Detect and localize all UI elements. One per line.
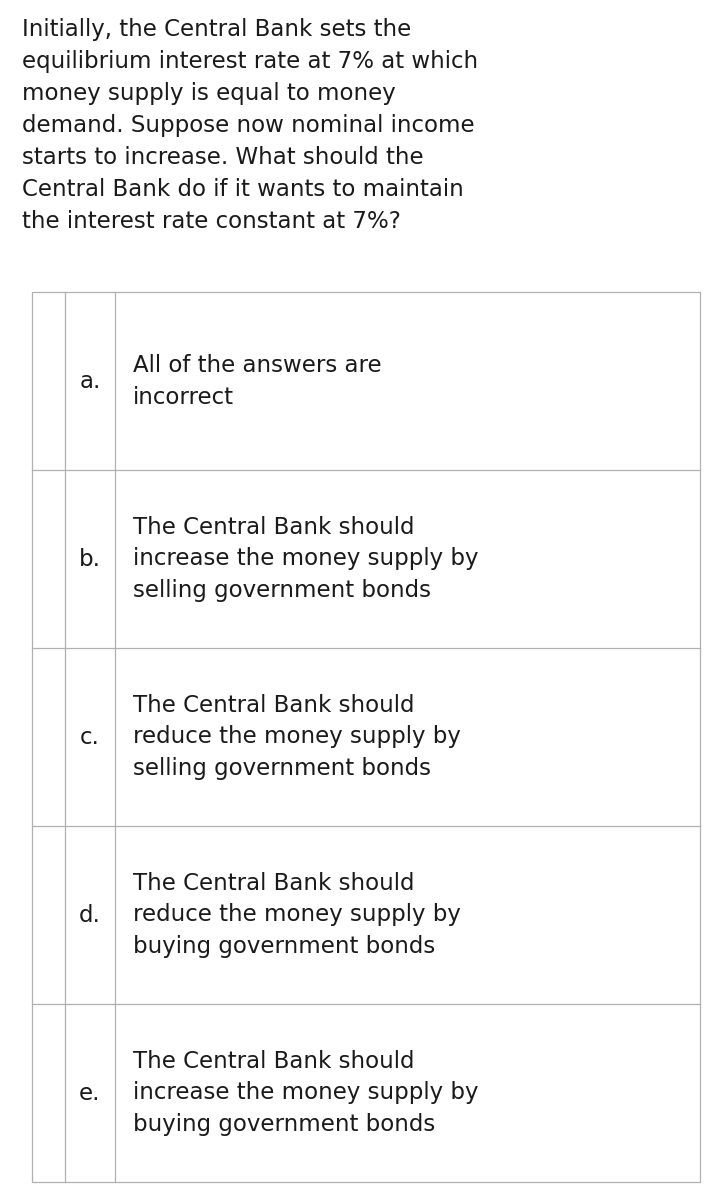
Text: e.: e. <box>79 1081 101 1104</box>
Bar <box>32 292 700 1182</box>
Text: c.: c. <box>80 726 100 749</box>
Text: b.: b. <box>79 547 101 570</box>
Text: d.: d. <box>79 904 101 926</box>
Text: The Central Bank should
reduce the money supply by
selling government bonds: The Central Bank should reduce the money… <box>133 694 461 780</box>
Text: The Central Bank should
reduce the money supply by
buying government bonds: The Central Bank should reduce the money… <box>133 871 461 959</box>
Text: a.: a. <box>79 370 101 392</box>
Text: All of the answers are
incorrect: All of the answers are incorrect <box>133 354 381 408</box>
Text: The Central Bank should
increase the money supply by
buying government bonds: The Central Bank should increase the mon… <box>133 1050 478 1136</box>
Text: The Central Bank should
increase the money supply by
selling government bonds: The Central Bank should increase the mon… <box>133 516 478 602</box>
Text: Initially, the Central Bank sets the
equilibrium interest rate at 7% at which
mo: Initially, the Central Bank sets the equ… <box>22 18 478 233</box>
